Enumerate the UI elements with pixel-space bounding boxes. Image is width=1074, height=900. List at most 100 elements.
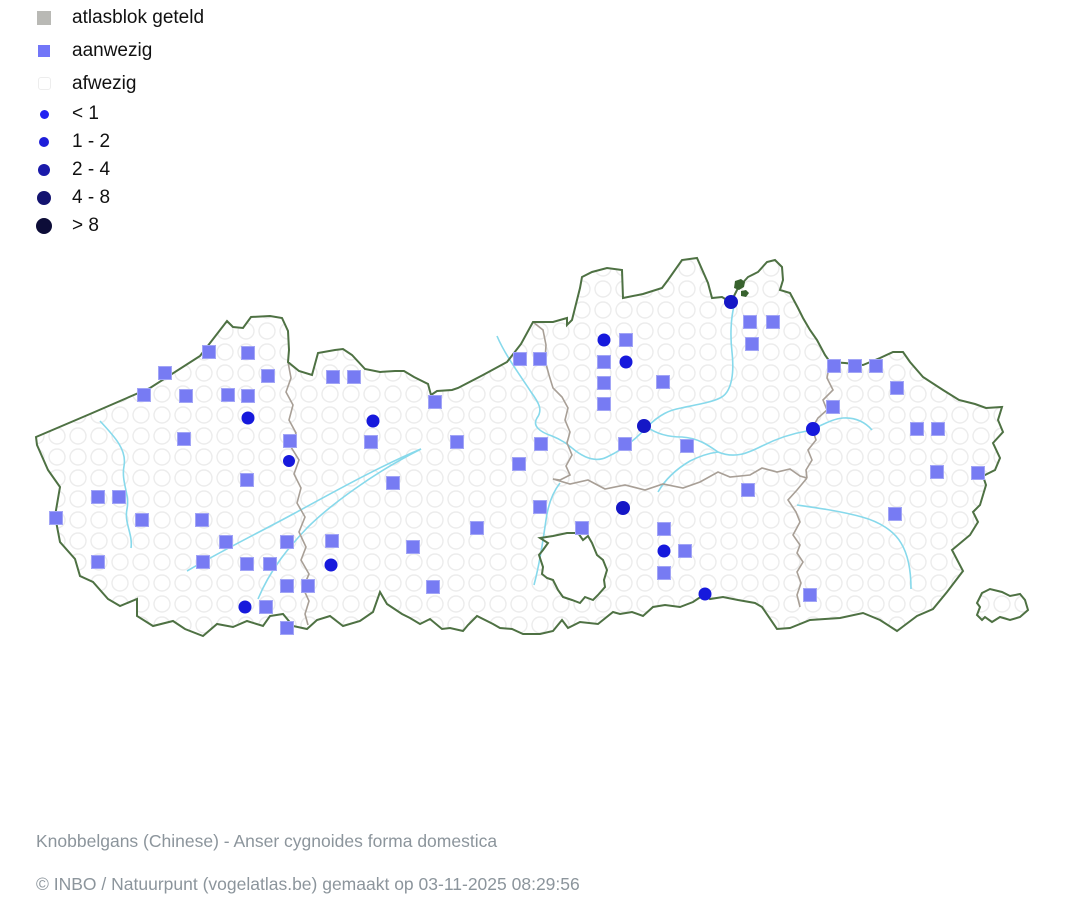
present-block-marker (741, 483, 755, 497)
absent-block (573, 343, 591, 361)
absent-block (846, 595, 864, 613)
absent-block (1014, 490, 1028, 508)
absent-block (1036, 260, 1052, 276)
absent-block (216, 301, 234, 319)
absent-block (972, 301, 990, 319)
absent-block (469, 638, 485, 654)
absent-block (342, 280, 360, 298)
present-block-marker (512, 457, 526, 471)
absent-block (594, 469, 612, 487)
present-block-marker (533, 352, 547, 366)
absent-block (36, 490, 45, 508)
absent-block (825, 322, 843, 340)
absent-block (90, 322, 108, 340)
legend-label: 4 - 8 (72, 187, 111, 208)
absent-block (1036, 491, 1052, 507)
absent-block (405, 490, 423, 508)
absent-block (931, 638, 947, 654)
absent-block (531, 280, 549, 298)
absent-block (195, 427, 213, 445)
absent-block (258, 469, 276, 487)
absent-block (111, 553, 129, 571)
absent-block (195, 406, 213, 424)
absent-block (1057, 281, 1073, 297)
absent-block (909, 574, 927, 592)
absent-block (552, 511, 570, 529)
absent-block (825, 532, 843, 550)
absent-block (699, 406, 717, 424)
absent-block (363, 343, 381, 361)
absent-block (279, 595, 297, 613)
absent-block (489, 469, 507, 487)
absent-block (132, 574, 150, 592)
absent-block (174, 259, 192, 277)
present-block-marker (219, 535, 233, 549)
absent-block (762, 427, 780, 445)
absent-block (741, 574, 759, 592)
count-marker (806, 422, 820, 436)
absent-block (531, 574, 549, 592)
present-block-marker (803, 588, 817, 602)
absent-block (615, 280, 633, 298)
absent-block (993, 511, 1011, 529)
absent-block (636, 322, 654, 340)
absent-block (426, 301, 444, 319)
absent-block (132, 406, 150, 424)
absent-block (930, 259, 948, 277)
absent-block (783, 301, 801, 319)
absent-block (762, 511, 780, 529)
absent-block (153, 532, 171, 550)
absent-block (468, 385, 486, 403)
absent-block (888, 490, 906, 508)
absent-block (994, 638, 1010, 654)
absent-block (888, 280, 906, 298)
absent-block (531, 364, 549, 382)
absent-block (48, 385, 66, 403)
absent-block (90, 343, 108, 361)
absent-block (657, 343, 675, 361)
absent-block (867, 511, 885, 529)
absent-block (300, 490, 318, 508)
absent-block (153, 427, 171, 445)
absent-block (426, 364, 444, 382)
count-marker (324, 558, 338, 572)
absent-block (195, 259, 213, 277)
absent-block (49, 638, 65, 654)
voeren-outline (975, 587, 1030, 624)
absent-block (867, 280, 885, 298)
absent-block (490, 638, 506, 654)
absent-block (678, 511, 696, 529)
absent-block (993, 364, 1011, 382)
absent-block (468, 406, 486, 424)
absent-block (111, 406, 129, 424)
absent-block (153, 343, 171, 361)
present-block-marker (283, 434, 297, 448)
absent-block (48, 574, 66, 592)
absent-block (972, 343, 990, 361)
absent-block (342, 406, 360, 424)
absent-block (573, 616, 591, 634)
absent-block (468, 553, 486, 571)
absent-block (300, 595, 318, 613)
present-block-marker (386, 476, 400, 490)
absent-block (867, 574, 885, 592)
absent-block (132, 553, 150, 571)
flanders-outline (34, 256, 1005, 638)
absent-block (279, 259, 297, 277)
absent-block (69, 448, 87, 466)
absent-block (846, 469, 864, 487)
absent-block (573, 448, 591, 466)
absent-block (741, 427, 759, 445)
absent-block (489, 553, 507, 571)
absent-block (48, 448, 66, 466)
absent-block (825, 280, 843, 298)
absent-block (552, 553, 570, 571)
absent-block (447, 469, 465, 487)
absent-block (804, 553, 822, 571)
count-marker (619, 355, 633, 369)
present-block-marker (137, 388, 151, 402)
absent-block (783, 406, 801, 424)
absent-block (426, 490, 444, 508)
absent-block (405, 322, 423, 340)
legend-item-5: 2 - 4 (30, 156, 204, 184)
